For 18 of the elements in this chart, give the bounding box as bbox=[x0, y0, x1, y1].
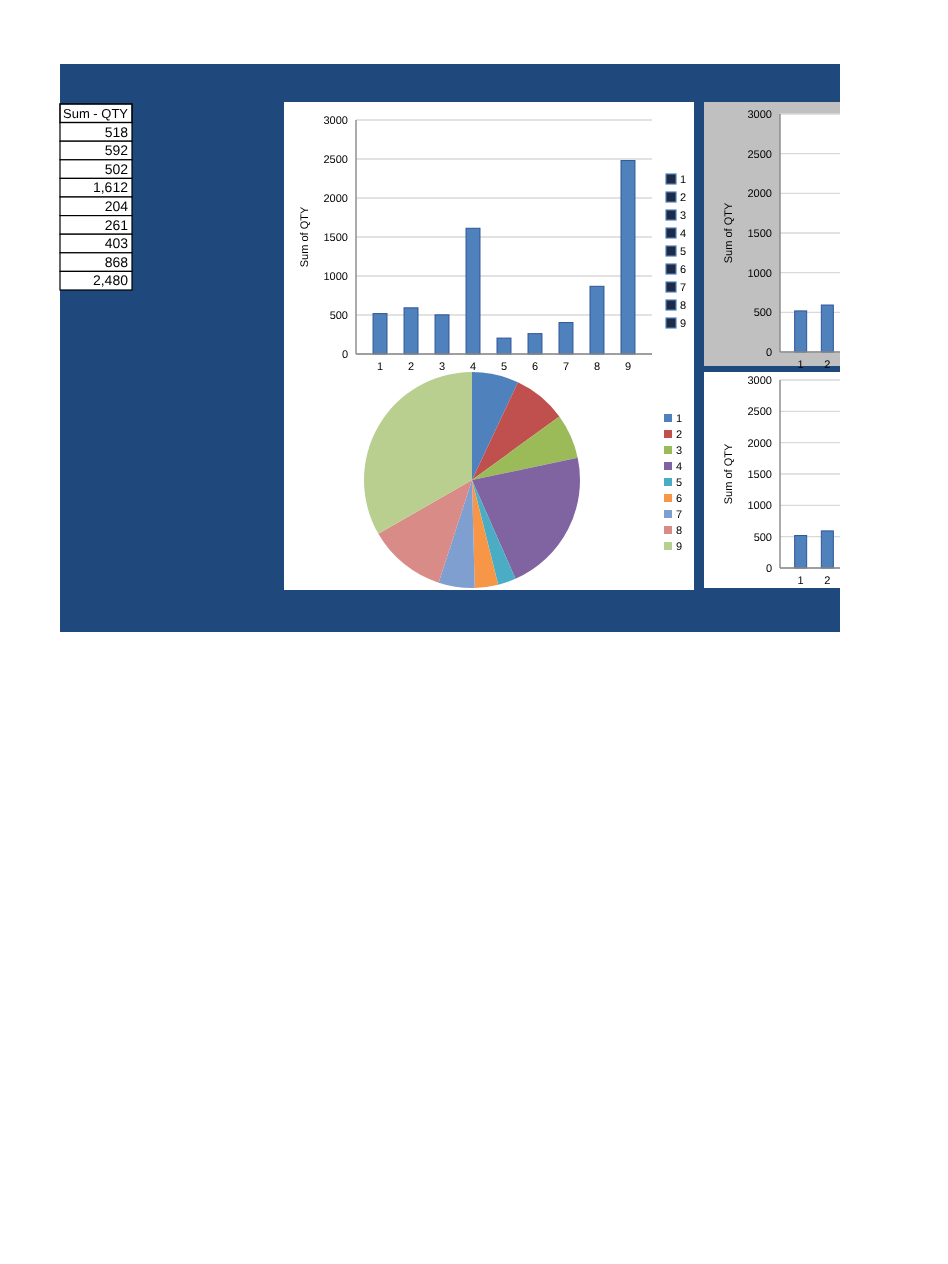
pie-slice bbox=[472, 457, 580, 579]
pie-slice bbox=[378, 480, 472, 583]
bar bbox=[434, 314, 450, 355]
pie-slice bbox=[438, 480, 475, 588]
bar bbox=[527, 333, 543, 355]
pie-slice bbox=[472, 480, 499, 588]
bar bbox=[496, 337, 512, 355]
pie-slice bbox=[364, 372, 472, 534]
pie-slice bbox=[472, 372, 518, 480]
pie-slice bbox=[472, 416, 578, 480]
pie-slice bbox=[472, 382, 560, 480]
bar bbox=[589, 285, 605, 355]
bar bbox=[558, 322, 574, 355]
bar bbox=[372, 313, 388, 355]
bar bbox=[620, 160, 636, 355]
bar bbox=[465, 227, 481, 355]
pie-slice bbox=[472, 480, 516, 585]
bar bbox=[403, 307, 419, 355]
